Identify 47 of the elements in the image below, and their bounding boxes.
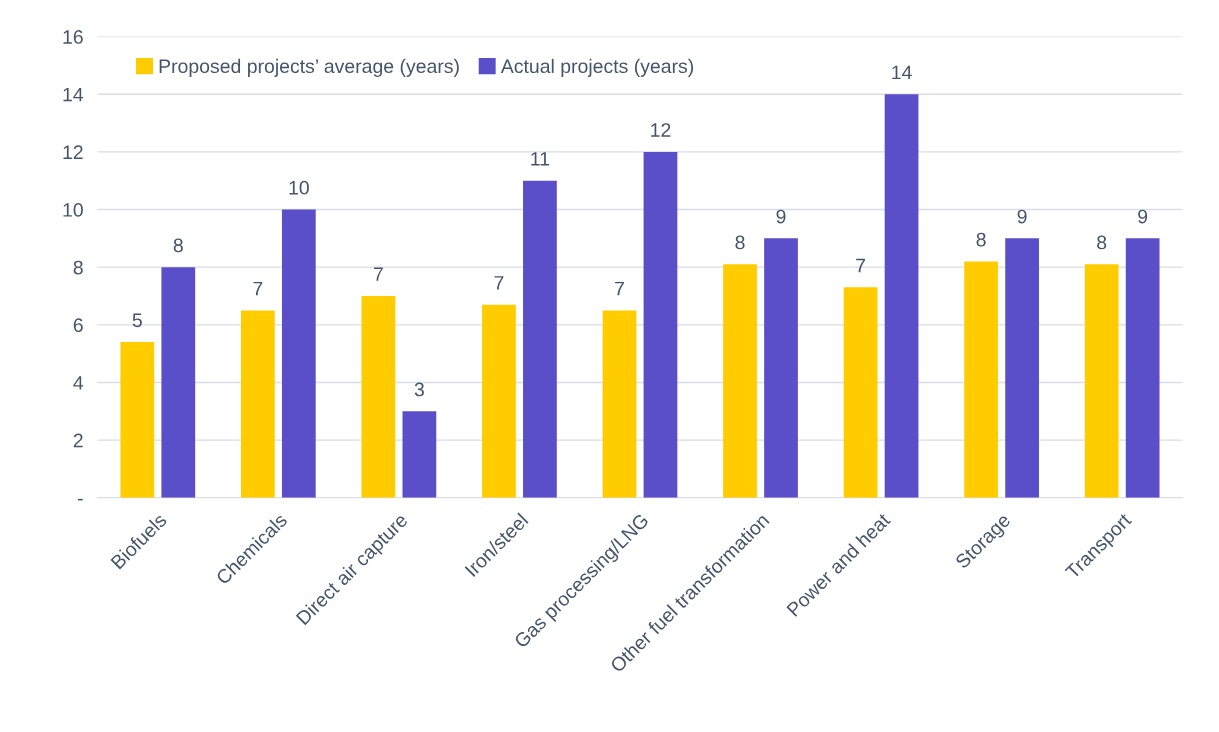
data-label: 8 [173,238,183,253]
bar [402,411,437,498]
data-label: 12 [651,123,671,137]
data-label: 7 [856,258,865,273]
bar [964,261,998,498]
y-tick-label: 12 [63,145,83,159]
y-tick-label: 4 [73,376,84,390]
data-label: 7 [615,281,624,296]
data-label: 8 [976,232,986,247]
bar [1005,238,1039,498]
y-tick-label: 10 [63,203,83,217]
data-label: 9 [1138,209,1148,224]
y-tick-label: 8 [73,260,83,275]
y-tick-label: 14 [63,87,84,102]
data-label: 3 [414,382,424,397]
bar [1125,238,1160,498]
data-label: 9 [776,209,786,224]
data-label: 9 [1017,209,1027,224]
bar [1084,264,1119,498]
bar [764,238,798,498]
data-label: 7 [253,281,263,296]
legend-label: Proposed projects’ average (years) [159,58,459,77]
data-label: 14 [892,65,912,80]
bar [120,342,155,498]
data-label: 8 [735,235,745,250]
y-tick-label: 2 [73,433,83,448]
y-tick-label: - [78,498,83,501]
bar [884,94,919,498]
bar [602,310,637,498]
data-label: 5 [132,313,142,328]
y-tick-label: 16 [63,30,83,44]
y-tick-label: 6 [73,318,83,333]
bar [361,296,396,498]
bar [523,180,557,498]
bar [281,209,316,498]
bar [161,267,196,498]
bar [643,151,678,498]
bar [843,287,878,498]
legend-label: Actual projects (years) [500,58,694,77]
data-label: 11 [531,152,550,166]
bar [723,264,757,498]
data-label: 7 [373,267,383,281]
bar [240,310,275,498]
data-label: 8 [1097,235,1107,250]
bar [482,304,516,498]
data-label: 10 [289,180,309,195]
data-label: 7 [494,276,504,290]
